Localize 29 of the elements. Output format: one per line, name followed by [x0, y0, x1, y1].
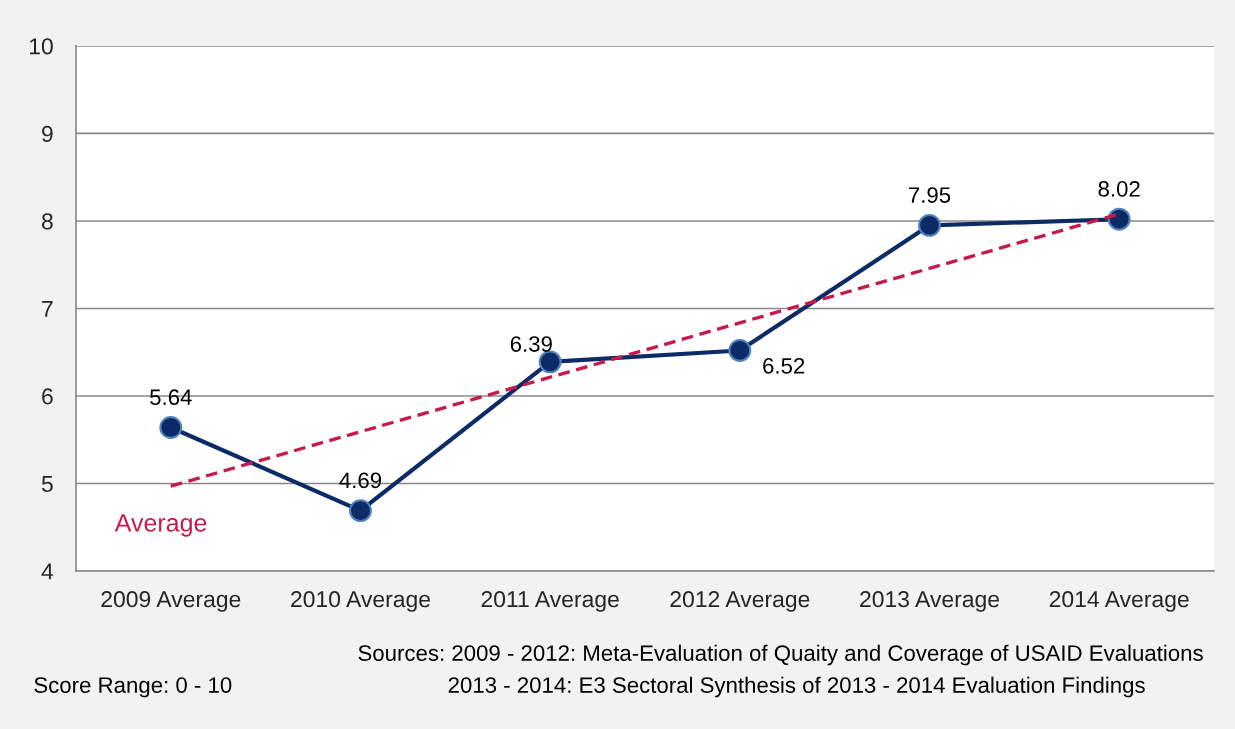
point [538, 350, 562, 374]
y-tick-label: 6 [42, 388, 53, 405]
data-label: 6.39 [510, 336, 552, 352]
y-tick-label: 8 [41, 213, 53, 230]
x-tick-label: 2012 Average [670, 591, 810, 612]
point [1107, 207, 1131, 231]
data-label: 4.69 [339, 472, 382, 489]
data-label: 7.95 [909, 187, 951, 203]
point [728, 339, 752, 362]
data-label: 6.52 [763, 358, 805, 374]
y-tick-label: 10 [29, 38, 53, 55]
y-tick-label: 7 [42, 301, 53, 317]
text: 2013 - 2014: E3 Sectoral Synthesis of 2013 - 2014 Evaluation Findings [448, 676, 1145, 698]
x-tick-label: 2014 Average [1049, 591, 1189, 612]
x-tick-label: 2011 Average [481, 591, 619, 612]
y-tick-label: 4 [41, 563, 54, 580]
x-tick-label: 2009 Average [101, 591, 241, 612]
data-label: 5.64 [150, 389, 192, 406]
x-tick-label: 2010 Average [291, 591, 430, 612]
x-tick-label: 2013 Average [860, 591, 999, 612]
series-label: Average [114, 514, 207, 537]
y-tick-label: 9 [42, 125, 53, 142]
point [349, 499, 372, 523]
data-label: 8.02 [1098, 181, 1140, 197]
point [159, 416, 183, 439]
y-tick-label: 5 [41, 476, 53, 493]
source-note: Sources: 2009 - 2012: Meta-Evaluation of Quaity and Coverage of USAID Evaluations [358, 644, 1203, 666]
point [918, 213, 941, 237]
text: Score Range: 0 - 10 [34, 677, 232, 698]
